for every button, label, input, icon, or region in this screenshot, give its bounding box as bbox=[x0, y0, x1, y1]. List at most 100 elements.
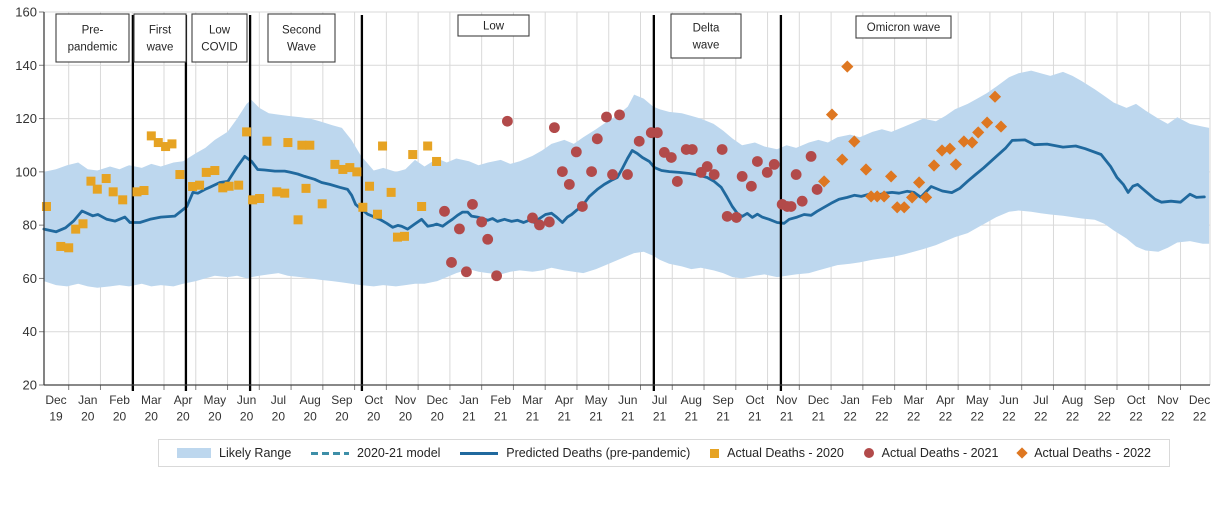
actual-deaths-2020-point bbox=[64, 243, 74, 253]
actual-deaths-2020-point bbox=[255, 193, 265, 203]
x-axis-label-year: 21 bbox=[748, 410, 762, 424]
actual-deaths-2020-marker-square-icon bbox=[710, 448, 720, 458]
x-axis-label-month: Jul bbox=[1033, 393, 1048, 407]
x-axis-label-month: Apr bbox=[936, 393, 955, 407]
actual-deaths-2021-point bbox=[601, 111, 612, 123]
actual-deaths-2021-point bbox=[467, 198, 478, 210]
actual-deaths-2020-point bbox=[305, 140, 315, 150]
x-axis-label-month: Nov bbox=[776, 393, 797, 407]
actual-deaths-2021-point bbox=[811, 184, 823, 195]
x-axis-label-year: 20 bbox=[399, 410, 413, 424]
y-axis-label: 160 bbox=[15, 4, 37, 19]
actual-deaths-2020-point bbox=[139, 186, 149, 196]
wave-label-text: Pre- bbox=[82, 25, 104, 37]
y-axis-label: 100 bbox=[15, 164, 37, 179]
x-axis-label-month: May bbox=[203, 393, 226, 407]
x-axis-label-year: 22 bbox=[1129, 410, 1143, 424]
wave-label-text: wave bbox=[692, 40, 720, 52]
actual-deaths-2021-point bbox=[591, 133, 603, 145]
x-axis-label-month: Jan bbox=[840, 393, 859, 407]
x-axis-label-year: 22 bbox=[1066, 410, 1080, 424]
actual-deaths-2020-point bbox=[234, 180, 244, 190]
x-axis-label-year: 21 bbox=[685, 410, 699, 424]
x-axis-label-month: Jun bbox=[237, 393, 256, 407]
legend-label: Actual Deaths - 2022 bbox=[1034, 446, 1151, 460]
chart-legend: Likely Range 2020-21 model Predicted Death… bbox=[158, 439, 1170, 467]
x-axis-label-year: 20 bbox=[335, 410, 349, 424]
x-axis-label-year: 19 bbox=[49, 410, 63, 424]
y-axis-label: 40 bbox=[23, 324, 37, 339]
x-axis-label-month: Dec bbox=[1189, 393, 1210, 407]
actual-deaths-2020-point bbox=[432, 156, 442, 166]
wave-label-text: COVID bbox=[201, 42, 237, 54]
actual-deaths-2020-point bbox=[386, 187, 396, 197]
actual-deaths-2020-point bbox=[345, 163, 355, 173]
x-axis-label-year: 20 bbox=[113, 410, 127, 424]
actual-deaths-2020-point bbox=[417, 201, 427, 211]
x-axis-label-month: Nov bbox=[395, 393, 416, 407]
actual-deaths-2020-point bbox=[118, 195, 128, 205]
actual-deaths-2021-point bbox=[805, 151, 817, 162]
actual-deaths-2021-point bbox=[736, 170, 748, 182]
actual-deaths-2021-point bbox=[461, 266, 472, 278]
y-axis-label: 120 bbox=[15, 111, 37, 126]
legend-item-2020-21-model: 2020-21 model bbox=[311, 446, 440, 460]
x-axis-label-year: 22 bbox=[1161, 410, 1175, 424]
actual-deaths-2020-point bbox=[86, 176, 96, 186]
x-axis-label-year: 20 bbox=[431, 410, 445, 424]
x-axis-label-year: 21 bbox=[526, 410, 540, 424]
actual-deaths-2021-point bbox=[665, 152, 677, 163]
actual-deaths-2020-point bbox=[338, 164, 348, 174]
actual-deaths-2021-point bbox=[651, 127, 663, 139]
y-axis-label: 60 bbox=[23, 271, 37, 286]
actual-deaths-2020-point bbox=[210, 166, 220, 176]
wave-label-box bbox=[457, 14, 530, 37]
x-axis-label-year: 21 bbox=[780, 410, 794, 424]
actual-deaths-2021-point bbox=[570, 146, 582, 158]
x-axis-label-year: 21 bbox=[494, 410, 508, 424]
x-axis-label-month: Feb bbox=[872, 393, 893, 407]
actual-deaths-2021-point bbox=[476, 216, 488, 228]
wave-label-box bbox=[670, 13, 742, 59]
legend-item-actual-deaths-2021: Actual Deaths - 2021 bbox=[863, 446, 998, 460]
actual-deaths-2020-point bbox=[78, 219, 88, 229]
x-axis-label-year: 21 bbox=[716, 410, 730, 424]
actual-deaths-2021-point bbox=[439, 205, 450, 217]
x-axis-label-month: Jul bbox=[652, 393, 667, 407]
actual-deaths-2021-point bbox=[482, 233, 494, 245]
actual-deaths-2021-point bbox=[721, 210, 733, 222]
x-axis-label-month: Jan bbox=[78, 393, 97, 407]
actual-deaths-2020-point bbox=[161, 142, 171, 152]
x-axis-label-month: Oct bbox=[1127, 393, 1146, 407]
x-axis-label-year: 20 bbox=[303, 410, 317, 424]
wave-label-text: First bbox=[149, 25, 172, 37]
footnotes: 2020-2022 actuals include allowance for … bbox=[4, 471, 551, 507]
x-axis-label-year: 22 bbox=[1193, 410, 1207, 424]
x-axis-label-month: Aug bbox=[681, 393, 702, 407]
x-axis-label-month: Oct bbox=[746, 393, 765, 407]
actual-deaths-2021-point bbox=[731, 212, 742, 223]
actual-deaths-2021-point bbox=[543, 216, 555, 228]
2020-21-model-marker-dashed-icon bbox=[311, 451, 350, 455]
actual-deaths-2020-point bbox=[92, 184, 102, 194]
x-axis-label-month: Mar bbox=[141, 393, 162, 407]
actual-deaths-2021-point bbox=[751, 156, 763, 167]
wave-label-text: Delta bbox=[693, 23, 720, 35]
x-axis-label-month: Sep bbox=[712, 393, 734, 407]
actual-deaths-2020-point bbox=[283, 138, 293, 148]
y-axis-label: 80 bbox=[23, 218, 37, 233]
x-axis-label-month: Aug bbox=[1062, 393, 1083, 407]
wave-label-text: Omicron wave bbox=[867, 22, 941, 34]
actual-deaths-2021-point bbox=[768, 158, 780, 170]
x-axis-label-year: 21 bbox=[589, 410, 603, 424]
actual-deaths-2021-point bbox=[556, 166, 568, 177]
x-axis-label-month: Mar bbox=[522, 393, 543, 407]
actual-deaths-2020-point bbox=[262, 136, 272, 146]
legend-item-actual-deaths-2020: Actual Deaths - 2020 bbox=[710, 446, 844, 460]
x-axis-label-year: 22 bbox=[939, 410, 953, 424]
y-axis-label: 20 bbox=[23, 378, 37, 393]
x-axis-label-month: Sep bbox=[1094, 393, 1116, 407]
wave-label-text: Wave bbox=[287, 42, 316, 54]
actual-deaths-2020-point bbox=[175, 170, 185, 180]
